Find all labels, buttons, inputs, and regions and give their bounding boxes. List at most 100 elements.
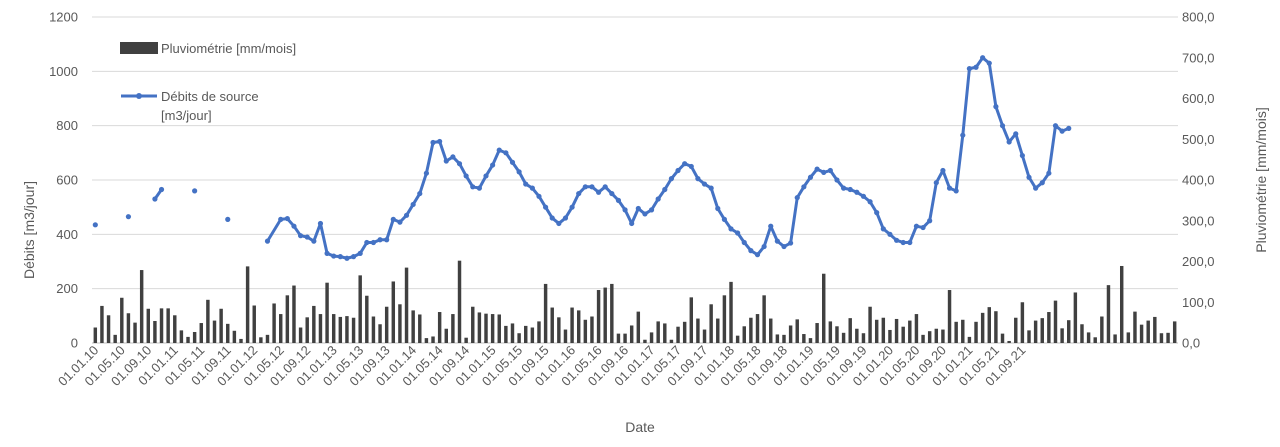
right-tick-label: 300,0 [1182,213,1215,228]
rain-bar [557,317,561,343]
rain-bar [93,327,98,343]
flow-point [927,218,933,224]
rain-bar [517,333,521,343]
rain-bar [828,321,833,343]
flow-point [807,174,814,180]
flow-point [860,193,867,199]
flow-point [397,219,403,225]
flow-point [615,197,622,203]
rain-bar [1139,324,1144,343]
rain-bar [1014,317,1018,343]
rain-bar [1007,340,1011,343]
rain-bar [318,314,323,343]
rain-bar [331,314,336,343]
rain-bar [815,323,819,343]
rain-bar [669,339,674,343]
rain-bar [358,275,362,343]
legend-flow-marker [136,93,142,99]
flow-point [410,201,416,208]
right-tick-label: 700,0 [1182,50,1215,65]
rain-bar [524,325,528,343]
rain-bar [563,329,568,343]
rain-bar [1106,285,1111,343]
rain-bar [921,334,925,343]
rain-bar [279,314,283,343]
rain-bar [272,303,276,343]
right-tick-label: 600,0 [1182,91,1215,106]
left-tick-label: 200 [56,281,78,296]
rain-bar [484,313,488,343]
right-axis-title: Pluviométrie [mm/mois] [1253,107,1269,252]
left-axis-title: Débits [m3/jour] [21,181,37,279]
flow-point [529,185,535,191]
rain-bar [788,325,793,343]
rain-bar [848,318,852,343]
right-tick-label: 500,0 [1182,132,1215,147]
flow-point [642,211,648,217]
rain-bar [265,334,270,343]
rain-bar [894,318,899,343]
flow-point [629,220,635,227]
rain-bar [722,295,727,343]
rain-bar [424,338,429,343]
x-axis-title: Date [625,419,655,435]
flow-point [1026,174,1032,180]
left-axis-ticks: 0 200 400 600 800 1000 1200 [49,10,78,351]
rain-bar [543,283,548,343]
legend-flow-label-line1: Débits de source [161,89,259,104]
flow-point [761,243,767,250]
flow-series [92,55,1072,261]
right-tick-label: 400,0 [1182,173,1215,188]
rain-bar [219,308,223,343]
flow-point [854,189,860,195]
rain-bar [292,285,296,343]
rain-bar [961,319,965,343]
rain-bar [596,290,601,343]
rain-bar [173,315,177,343]
rain-bar [1047,312,1051,343]
flow-point [880,226,886,232]
rain-bar [967,336,972,343]
rain-bar [504,325,508,343]
flow-point [1013,131,1019,137]
rain-bar [835,326,839,343]
rain-bar [431,336,435,343]
rain-bar [1067,320,1071,343]
rain-bar [1020,302,1025,343]
flow-point [827,167,833,174]
rain-bar [841,332,846,343]
rain-bar [1126,332,1131,343]
flow-point [913,223,920,229]
flow-point [953,188,959,194]
rain-bar [133,322,137,343]
flow-point [682,161,688,167]
rain-bar [762,295,766,343]
flow-point [794,195,800,201]
rain-bar [371,316,376,343]
flow-point [715,205,721,212]
flow-point [741,239,747,246]
rain-bar [1159,333,1164,343]
rain-bar [312,305,316,343]
flow-point [470,184,476,190]
flow-point [582,184,588,190]
flow-point [523,181,529,187]
right-tick-label: 100,0 [1182,295,1215,310]
flow-point [344,255,350,261]
rain-bar [186,336,190,343]
rain-bar [120,297,124,343]
flow-point [675,167,681,174]
flow-point [476,185,482,191]
rain-bar [643,339,647,343]
rain-bar [259,337,263,343]
flow-point [430,139,436,146]
legend: Pluviométrie [mm/mois] Débits de source … [120,41,296,123]
rain-bar [994,311,998,343]
flow-point [456,161,463,167]
flow-point [516,169,522,175]
rain-bar [855,328,859,343]
flow-point [655,196,661,202]
rain-bar [338,316,343,343]
rain-bar [345,316,349,343]
